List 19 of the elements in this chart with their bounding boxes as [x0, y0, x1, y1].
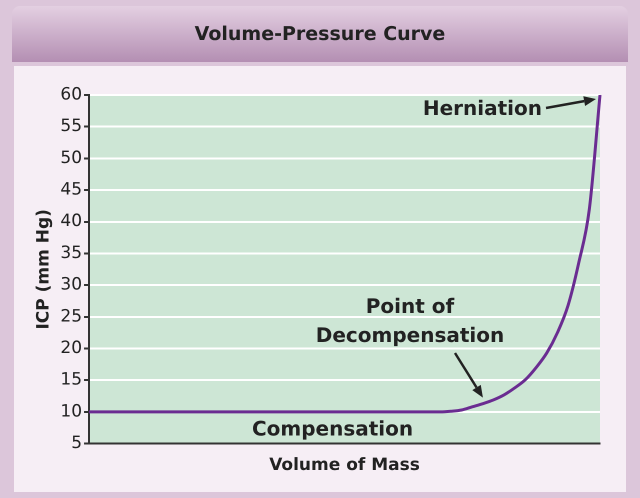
y-tick-label: 5 [71, 433, 82, 454]
y-tick-label: 25 [60, 306, 82, 326]
y-tick-label: 50 [60, 148, 82, 168]
y-tick-label: 20 [60, 338, 82, 358]
y-tick-label: 60 [60, 84, 82, 104]
annotation: Herniation [422, 96, 542, 120]
y-tick-label: 15 [60, 370, 82, 390]
y-tick-label: 45 [60, 179, 82, 200]
y-tick-label: 30 [60, 274, 82, 295]
y-axis-title: ICP (mm Hg) [34, 209, 54, 330]
x-axis-title: Volume of Mass [269, 455, 420, 476]
y-tick-label: 55 [60, 116, 82, 136]
chart-title: Volume-Pressure Curve [12, 6, 628, 62]
annotation: Compensation [252, 416, 414, 441]
y-tick-label: 35 [60, 242, 82, 263]
annotation: Point of Decompensation [316, 294, 504, 347]
y-tick-label: 40 [60, 211, 82, 232]
y-tick-label: 10 [60, 401, 82, 422]
line-series [88, 95, 602, 414]
